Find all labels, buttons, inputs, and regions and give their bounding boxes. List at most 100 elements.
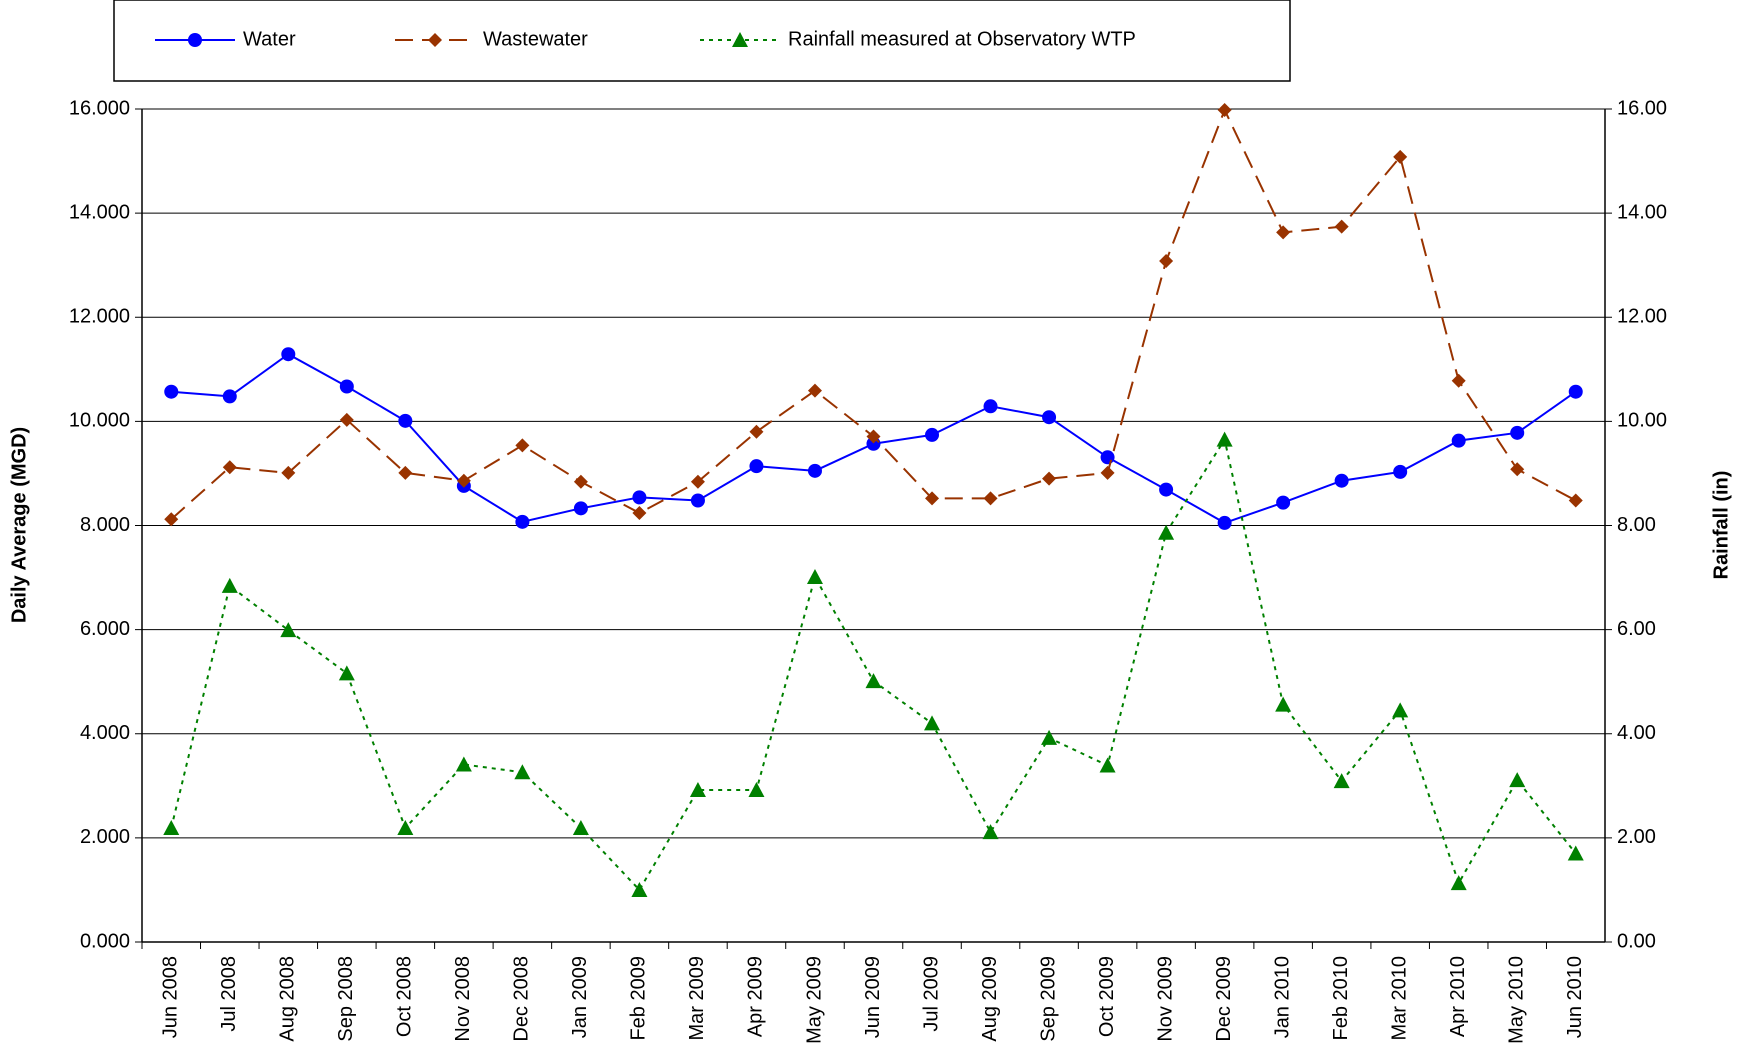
marker: [514, 764, 531, 780]
marker: [1567, 845, 1584, 861]
y2-axis-title: Rainfall (in): [1710, 471, 1732, 580]
marker: [188, 33, 202, 47]
marker: [1392, 702, 1409, 718]
x-tick-label: Sep 2008: [335, 956, 357, 1042]
x-tick-label: Feb 2010: [1330, 956, 1352, 1041]
y2-tick-label: 10.00: [1617, 410, 1667, 432]
marker: [807, 463, 822, 478]
y-tick-label: 14.000: [69, 201, 130, 223]
x-tick-label: Apr 2010: [1447, 956, 1469, 1037]
marker: [1451, 373, 1466, 388]
marker: [1450, 875, 1467, 891]
y2-tick-label: 16.00: [1617, 97, 1667, 119]
x-tick-label: Jun 2008: [160, 956, 182, 1038]
marker: [1451, 433, 1466, 448]
marker: [1275, 696, 1292, 712]
marker: [338, 665, 355, 681]
x-tick-label: Dec 2008: [511, 956, 533, 1042]
marker: [925, 491, 940, 506]
x-tick-label: Aug 2009: [979, 956, 1001, 1042]
x-tick-label: Jan 2010: [1271, 956, 1293, 1038]
y2-tick-label: 14.00: [1617, 201, 1667, 223]
marker: [690, 474, 705, 489]
marker: [1510, 425, 1525, 440]
marker: [280, 622, 297, 638]
y-tick-label: 6.000: [80, 618, 130, 640]
marker: [983, 399, 998, 414]
marker: [1568, 384, 1583, 399]
y-tick-label: 8.000: [80, 514, 130, 536]
marker: [1217, 103, 1232, 118]
series-line: [170, 436, 1577, 892]
marker: [456, 473, 471, 488]
marker: [1159, 254, 1174, 269]
legend-label: Wastewater: [483, 28, 588, 50]
x-tick-label: Jun 2010: [1564, 956, 1586, 1038]
marker: [749, 424, 764, 439]
marker: [1042, 410, 1057, 425]
marker: [1276, 495, 1291, 510]
marker: [164, 512, 179, 527]
y-tick-label: 4.000: [80, 722, 130, 744]
marker: [164, 384, 179, 399]
marker: [1276, 225, 1291, 240]
y2-tick-label: 4.00: [1617, 722, 1656, 744]
marker: [1568, 493, 1583, 508]
marker: [222, 389, 237, 404]
marker: [573, 501, 588, 516]
marker: [515, 514, 530, 529]
marker: [807, 383, 822, 398]
x-tick-label: Jan 2009: [569, 956, 591, 1038]
series-line: [170, 107, 1577, 521]
y2-tick-label: 6.00: [1617, 618, 1656, 640]
marker: [515, 438, 530, 453]
marker: [1333, 773, 1350, 789]
y2-tick-label: 0.00: [1617, 930, 1656, 952]
marker: [455, 756, 472, 772]
y-tick-label: 16.000: [69, 97, 130, 119]
marker: [1100, 450, 1115, 465]
marker: [1041, 729, 1058, 745]
marker: [1334, 473, 1349, 488]
marker: [865, 673, 882, 689]
marker: [1042, 471, 1057, 486]
marker: [748, 781, 765, 797]
marker: [690, 493, 705, 508]
marker: [1393, 464, 1408, 479]
x-tick-label: Aug 2008: [277, 956, 299, 1042]
marker: [806, 569, 823, 585]
marker: [281, 347, 296, 362]
x-tick-label: Mar 2009: [686, 956, 708, 1041]
marker: [632, 490, 647, 505]
marker: [631, 881, 648, 897]
x-tick-label: May 2010: [1506, 956, 1528, 1044]
marker: [572, 819, 589, 835]
x-tick-label: Apr 2009: [745, 956, 767, 1037]
marker: [1159, 482, 1174, 497]
marker: [983, 491, 998, 506]
marker: [924, 715, 941, 731]
marker: [281, 465, 296, 480]
x-tick-label: Oct 2009: [1096, 956, 1118, 1037]
x-tick-label: Jul 2009: [920, 956, 942, 1032]
x-tick-label: Feb 2009: [628, 956, 650, 1041]
y-axis-title: Daily Average (MGD): [8, 427, 30, 623]
marker: [1100, 465, 1115, 480]
marker: [1510, 462, 1525, 477]
x-tick-label: Oct 2008: [394, 956, 416, 1037]
marker: [749, 459, 764, 474]
x-tick-label: Sep 2009: [1037, 956, 1059, 1042]
marker: [1393, 149, 1408, 164]
legend-label: Rainfall measured at Observatory WTP: [788, 28, 1136, 50]
y2-tick-label: 2.00: [1617, 826, 1656, 848]
x-tick-label: Mar 2010: [1388, 956, 1410, 1041]
marker: [1334, 219, 1349, 234]
marker: [1158, 524, 1175, 540]
y2-tick-label: 8.00: [1617, 514, 1656, 536]
y-tick-label: 10.000: [69, 410, 130, 432]
marker: [925, 427, 940, 442]
marker: [1216, 431, 1233, 447]
x-tick-label: Nov 2009: [1154, 956, 1176, 1042]
marker: [1099, 757, 1116, 773]
